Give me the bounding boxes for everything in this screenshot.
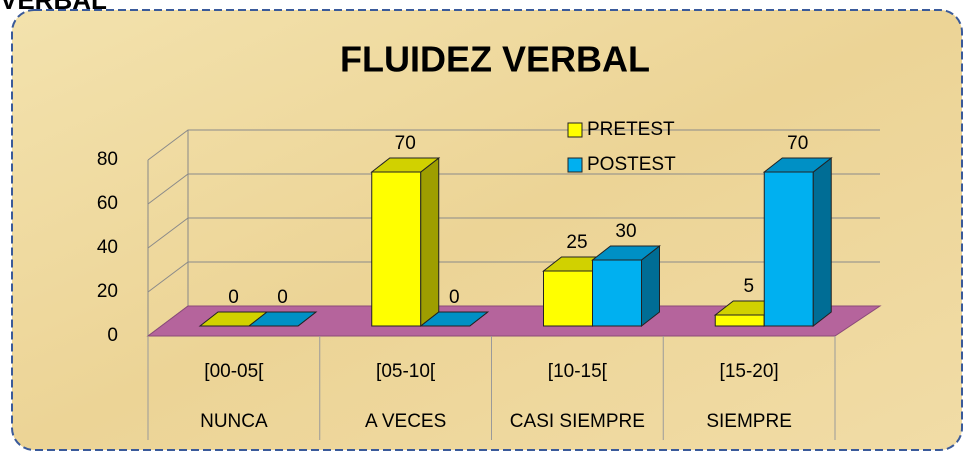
y-tick-label: 60 bbox=[97, 193, 118, 214]
x-tick-label: [00-05[ bbox=[204, 361, 264, 382]
data-label: 0 bbox=[277, 287, 288, 308]
data-label: 70 bbox=[395, 133, 416, 154]
x-tick-label: [10-15[ bbox=[548, 361, 608, 382]
data-label: 25 bbox=[566, 232, 587, 253]
bar-top bbox=[762, 157, 833, 173]
bar-top bbox=[247, 311, 318, 327]
page-label: VERBAL bbox=[0, 0, 107, 15]
data-label: 0 bbox=[228, 287, 239, 308]
bar-front bbox=[543, 270, 593, 327]
grid-line bbox=[147, 173, 880, 205]
bar-front bbox=[714, 314, 765, 327]
bar-top bbox=[370, 157, 441, 173]
chart-frame bbox=[11, 9, 963, 451]
bar-side bbox=[420, 156, 440, 328]
y-tick-label: 0 bbox=[107, 325, 118, 346]
chart-title: FLUIDEZ VERBAL bbox=[340, 39, 650, 80]
legend-label: POSTEST bbox=[587, 154, 676, 175]
legend-swatch bbox=[567, 122, 583, 138]
bar-front bbox=[763, 171, 814, 327]
data-label: 0 bbox=[449, 287, 460, 308]
floor bbox=[146, 305, 882, 337]
y-tick-label: 80 bbox=[97, 149, 118, 170]
x-tick-label: [15-20] bbox=[720, 361, 779, 382]
grid-line bbox=[147, 129, 880, 161]
bar-side bbox=[812, 156, 832, 328]
bar-front bbox=[371, 171, 422, 327]
y-tick-label: 40 bbox=[97, 237, 118, 258]
data-label: 70 bbox=[787, 133, 808, 154]
x-group-label: CASI SIEMPRE bbox=[510, 411, 645, 432]
bar-top bbox=[419, 311, 490, 327]
data-label: 30 bbox=[615, 221, 636, 242]
x-tick-label: [05-10[ bbox=[376, 361, 436, 382]
x-group-label: A VECES bbox=[365, 411, 446, 432]
x-group-label: NUNCA bbox=[200, 411, 268, 432]
x-group-label: SIEMPRE bbox=[706, 411, 792, 432]
legend-label: PRETEST bbox=[587, 119, 675, 140]
grid-line bbox=[147, 217, 880, 249]
y-tick-label: 20 bbox=[97, 281, 118, 302]
bar-top bbox=[591, 245, 661, 261]
legend-swatch bbox=[567, 157, 583, 173]
data-label: 5 bbox=[743, 276, 754, 297]
bar-front bbox=[592, 259, 642, 327]
